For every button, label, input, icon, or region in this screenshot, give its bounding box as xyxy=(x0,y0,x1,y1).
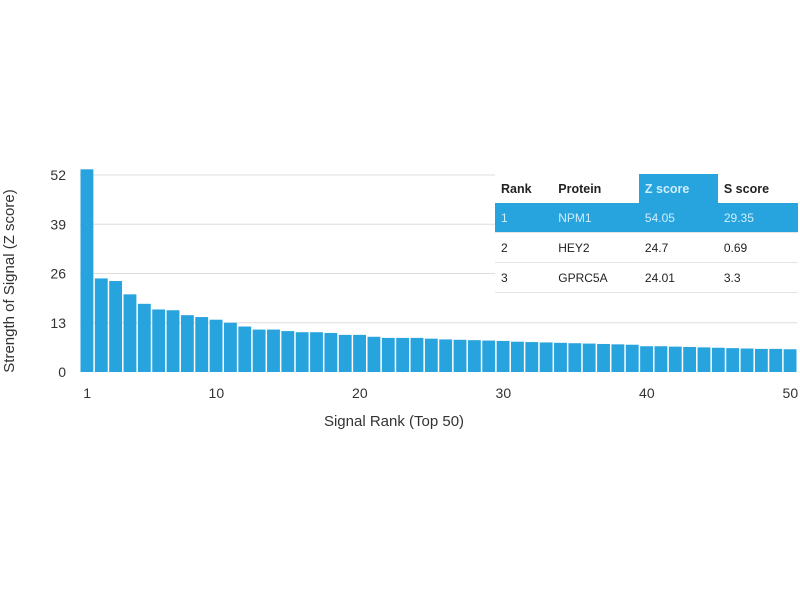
bar xyxy=(238,326,252,372)
bar xyxy=(396,337,410,372)
bar xyxy=(166,310,180,372)
header-rank: Rank xyxy=(501,181,532,196)
y-tick-label: 0 xyxy=(58,364,66,380)
bar xyxy=(568,343,582,372)
cell-protein: NPM1 xyxy=(552,203,639,233)
bar xyxy=(668,346,682,372)
cell-z-score: 24.7 xyxy=(638,232,718,263)
bar xyxy=(783,349,797,372)
bar xyxy=(367,336,381,372)
cell-protein: HEY2 xyxy=(552,232,639,263)
cell-rank: 2 xyxy=(495,232,553,263)
cell-protein: GPRC5A xyxy=(552,262,639,293)
x-tick-label: 1 xyxy=(83,385,91,401)
bar xyxy=(123,294,137,372)
bar xyxy=(109,281,123,372)
header-s-score: S score xyxy=(723,181,770,196)
bar xyxy=(152,309,166,372)
y-tick-label: 52 xyxy=(50,167,66,183)
x-tick-label: 50 xyxy=(783,385,799,401)
bar xyxy=(381,337,395,372)
table-header-row: Rank Protein Z score S score xyxy=(495,174,798,203)
top-proteins-table: Rank Protein Z score S score 1 NPM1 54.0… xyxy=(495,174,798,293)
cell-s-score: 0.69 xyxy=(717,232,798,263)
bar xyxy=(267,329,280,372)
cell-z-score: 24.01 xyxy=(638,262,718,293)
table-row: 2 HEY2 24.7 0.69 xyxy=(495,232,798,263)
bar xyxy=(424,338,438,372)
x-tick-label: 40 xyxy=(639,385,655,401)
table-row: 1 NPM1 54.05 29.35 xyxy=(495,203,798,233)
bar xyxy=(539,342,553,372)
cell-s-score: 3.3 xyxy=(717,262,798,293)
bar xyxy=(740,348,754,372)
bar xyxy=(554,342,567,372)
x-axis-label: Signal Rank (Top 50) xyxy=(324,413,464,430)
bar xyxy=(410,337,424,372)
cell-rank: 3 xyxy=(495,262,553,293)
bar xyxy=(769,348,783,372)
header-z-score: Z score xyxy=(638,174,718,203)
y-tick-label: 13 xyxy=(50,315,66,331)
header-protein: Protein xyxy=(558,181,602,196)
bar xyxy=(482,340,496,372)
bar xyxy=(180,315,194,372)
x-tick-label: 30 xyxy=(496,385,512,401)
bar xyxy=(137,303,151,372)
bar xyxy=(726,348,740,372)
bar xyxy=(80,169,94,372)
bar xyxy=(496,340,510,372)
bar xyxy=(324,332,338,372)
cell-rank: 1 xyxy=(495,203,553,233)
bar xyxy=(467,340,481,372)
bar xyxy=(310,332,323,372)
bar xyxy=(224,322,237,372)
bar xyxy=(209,319,223,372)
bar xyxy=(625,344,639,372)
bar xyxy=(597,343,610,372)
x-tick-label: 10 xyxy=(209,385,225,401)
cell-z-score: 54.05 xyxy=(638,203,718,233)
bar xyxy=(453,339,467,372)
x-tick-label: 20 xyxy=(352,385,368,401)
y-tick-label: 39 xyxy=(50,216,66,232)
bar xyxy=(640,346,653,372)
bar xyxy=(711,347,725,372)
bar xyxy=(525,342,539,372)
bar xyxy=(252,329,266,372)
bar xyxy=(754,348,768,372)
bar xyxy=(295,332,309,372)
bar xyxy=(654,346,668,372)
bar xyxy=(611,344,625,372)
y-axis-label: Strength of Signal (Z score) xyxy=(1,189,18,372)
bar xyxy=(511,341,524,372)
table-row: 3 GPRC5A 24.01 3.3 xyxy=(495,262,798,293)
bar xyxy=(582,343,596,372)
bar xyxy=(94,278,108,372)
bar xyxy=(439,339,453,372)
y-tick-label: 26 xyxy=(50,266,66,282)
bar xyxy=(683,346,697,372)
bar xyxy=(353,334,366,372)
bar xyxy=(338,334,352,372)
bar xyxy=(697,347,711,372)
cell-s-score: 29.35 xyxy=(717,203,798,233)
bar xyxy=(195,317,209,372)
bar xyxy=(281,331,295,372)
